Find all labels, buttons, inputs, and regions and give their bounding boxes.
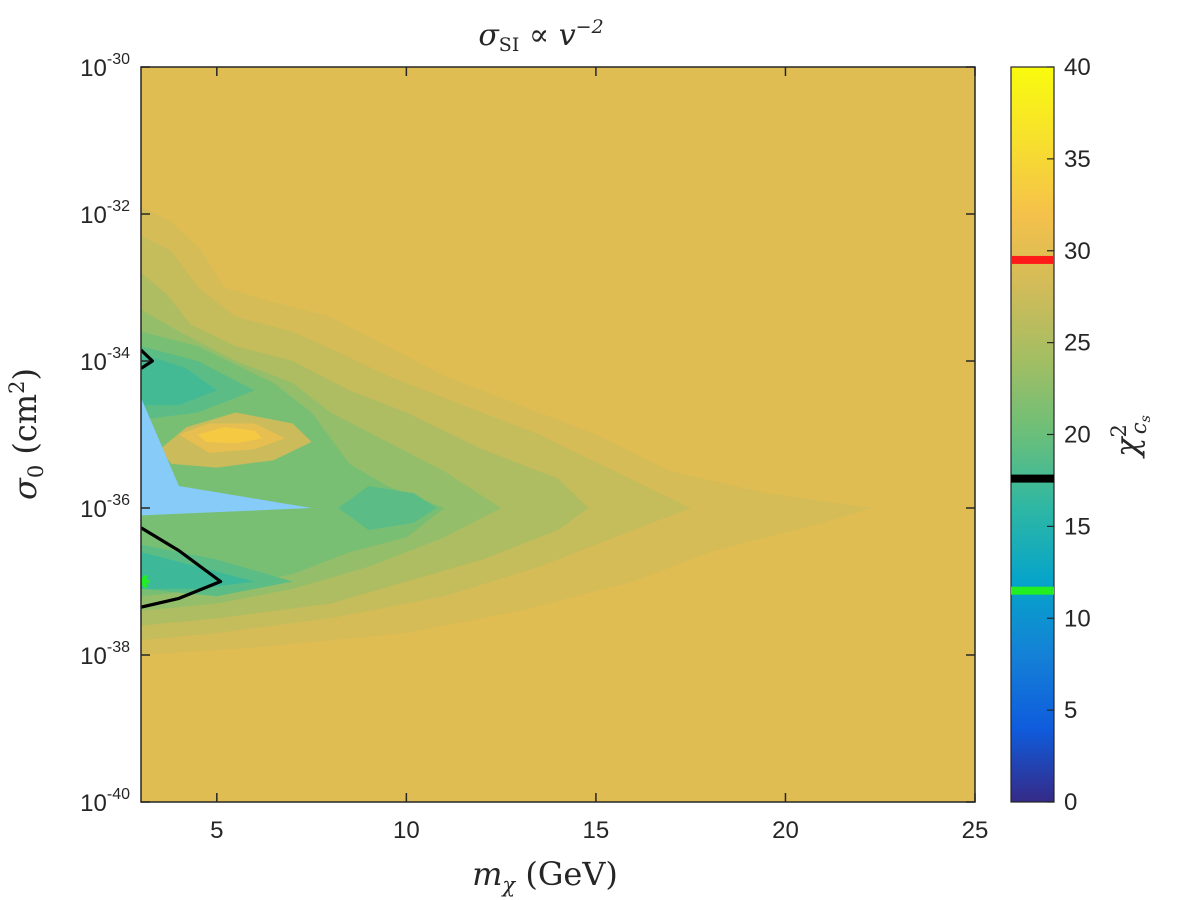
x-tick-label: 15 — [583, 817, 610, 844]
y-tick-label: 10-30 — [80, 51, 130, 82]
x-tick-label: 25 — [962, 817, 989, 844]
x-tick-label: 5 — [210, 817, 223, 844]
colorbar-marker-2 — [1011, 586, 1054, 595]
x-tick-label: 20 — [772, 817, 799, 844]
y-tick-label: 10-32 — [80, 198, 130, 229]
colorbar-label: χ2cs — [1107, 415, 1154, 459]
confidence-contour-1 — [141, 348, 154, 370]
contour-level-9 — [141, 552, 255, 589]
x-tick-label: 10 — [393, 817, 420, 844]
colorbar-tick-label: 35 — [1064, 146, 1091, 173]
best-fit-marker-stroke-2 — [141, 574, 148, 589]
colorbar-marker-1 — [1011, 474, 1054, 483]
colorbar-ticks: 0 5 10 15 20 25 30 35 40 — [1047, 54, 1091, 816]
y-axis: 10-40 10-38 10-36 10-34 10-32 10-30 — [80, 51, 975, 817]
plot-area — [141, 67, 975, 802]
plot-frame — [140, 66, 976, 803]
contour-level-7 — [338, 486, 437, 530]
colorbar-markers — [1011, 255, 1054, 595]
colorbar-tick-label: 30 — [1064, 238, 1091, 265]
contour-level-12 — [197, 427, 263, 444]
y-tick-label: 10-38 — [80, 639, 130, 670]
excluded-region — [141, 397, 312, 516]
confidence-contour-0 — [141, 526, 223, 609]
y-tick-label: 10-36 — [80, 492, 130, 523]
colorbar-tick-label: 25 — [1064, 330, 1091, 357]
colorbar: 0 5 10 15 20 25 30 35 40 χ2cs — [1010, 54, 1154, 816]
colorbar-tick-label: 0 — [1064, 789, 1077, 816]
chart-title: σSI ∝ v−2 — [478, 16, 603, 56]
x-axis: 5 10 15 20 25 — [210, 67, 988, 844]
colorbar-tick-label: 15 — [1064, 513, 1091, 540]
y-tick-label: 10-34 — [80, 345, 130, 376]
x-axis-label: mχ (GeV) — [472, 855, 618, 897]
colorbar-gradient — [1010, 66, 1055, 803]
colorbar-tick-label: 40 — [1064, 54, 1091, 81]
colorbar-tick-label: 10 — [1064, 605, 1091, 632]
y-tick-label: 10-40 — [80, 786, 130, 817]
confidence-contours — [141, 348, 223, 609]
colorbar-marker-0 — [1011, 255, 1054, 264]
colorbar-tick-label: 5 — [1064, 697, 1077, 724]
y-axis-label: σ0 (cm2) — [5, 368, 48, 500]
best-fit-point — [141, 574, 150, 589]
contour-fills — [141, 206, 873, 655]
contour-level-8 — [141, 353, 217, 406]
colorbar-tick-label: 20 — [1064, 422, 1091, 449]
